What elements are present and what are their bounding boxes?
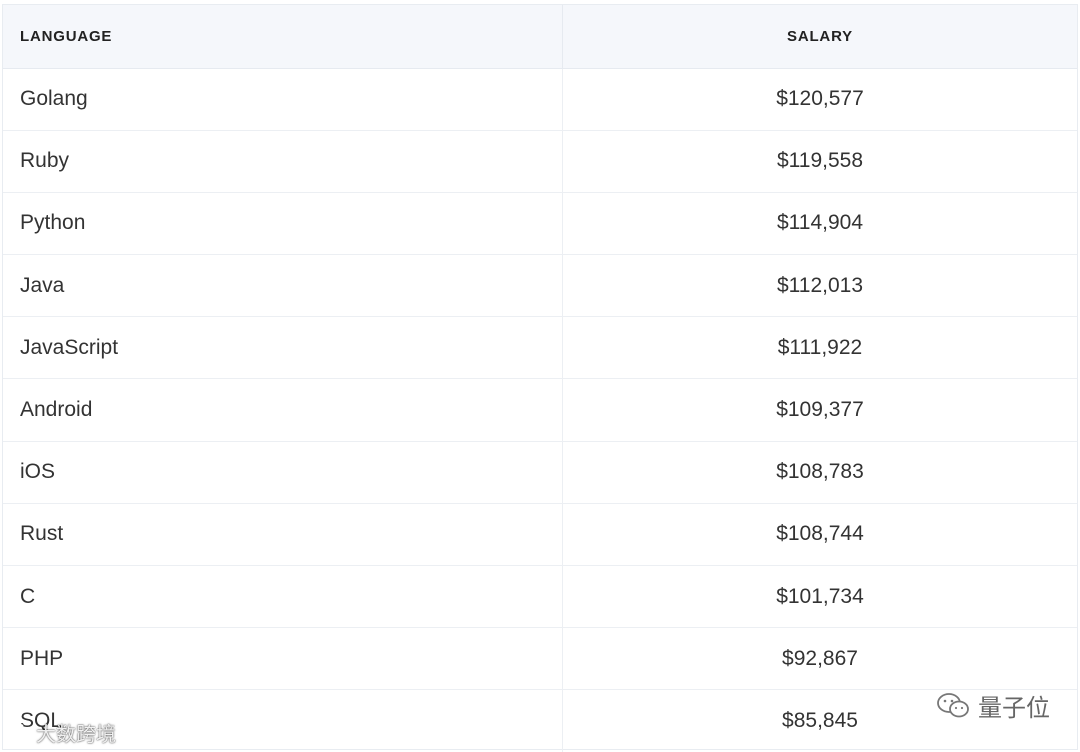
table-row: Java $112,013 [3,254,1077,318]
salary-cell: $109,377 [562,378,1077,442]
language-cell: Java [3,254,563,318]
language-cell: Rust [3,503,563,567]
table-row: iOS $108,783 [3,441,1077,504]
language-cell: Golang [3,68,563,131]
table-row: Ruby $119,558 [3,130,1077,193]
language-cell: Android [3,378,563,442]
language-column-header[interactable]: LANGUAGE [3,5,563,69]
language-cell: SQL [3,689,563,752]
salary-column-header[interactable]: SALARY [562,5,1077,69]
table-row: Golang $120,577 [3,68,1077,131]
table-row: C $101,734 [3,565,1077,629]
salary-cell: $108,744 [562,503,1077,567]
table-body: Golang $120,577 Ruby $119,558 Python $11… [3,68,1077,752]
watermark-right-text: 量子位 [978,694,1050,722]
table-row: PHP $92,867 [3,627,1077,691]
salary-cell: $114,904 [562,192,1077,256]
language-cell: C [3,565,563,629]
language-cell: iOS [3,441,563,504]
wechat-icon [937,692,969,717]
salary-cell: $85,845 [782,709,858,733]
table-row: Android $109,377 [3,378,1077,442]
language-cell: Ruby [3,130,563,193]
language-cell: Python [3,192,563,256]
table-row: JavaScript $111,922 [3,316,1077,380]
watermark-left-text: 大数跨境 [36,722,116,746]
language-cell: JavaScript [3,316,563,380]
salary-table-container: LANGUAGE SALARY Golang $120,577 Ruby $11… [2,4,1078,752]
header-row: LANGUAGE SALARY [3,5,1077,69]
table-row: Python $114,904 [3,192,1077,256]
salary-cell: $92,867 [562,627,1077,691]
salary-cell: $101,734 [562,565,1077,629]
table-header: LANGUAGE SALARY [3,5,1077,69]
salary-cell: $111,922 [562,316,1077,380]
table-row: SQL $85,845 [3,689,1077,752]
watermark-left: 大数跨境 [8,718,116,747]
salary-cell: $112,013 [562,254,1077,318]
watermark-logo-icon [10,723,24,742]
salary-cell: $120,577 [562,68,1077,131]
table-row: Rust $108,744 [3,503,1077,567]
salary-table: LANGUAGE SALARY Golang $120,577 Ruby $11… [3,5,1077,752]
language-cell: PHP [3,627,563,691]
salary-cell: $119,558 [562,130,1077,193]
watermark-right: 量子位 [936,688,1050,723]
salary-cell: $108,783 [562,441,1077,504]
